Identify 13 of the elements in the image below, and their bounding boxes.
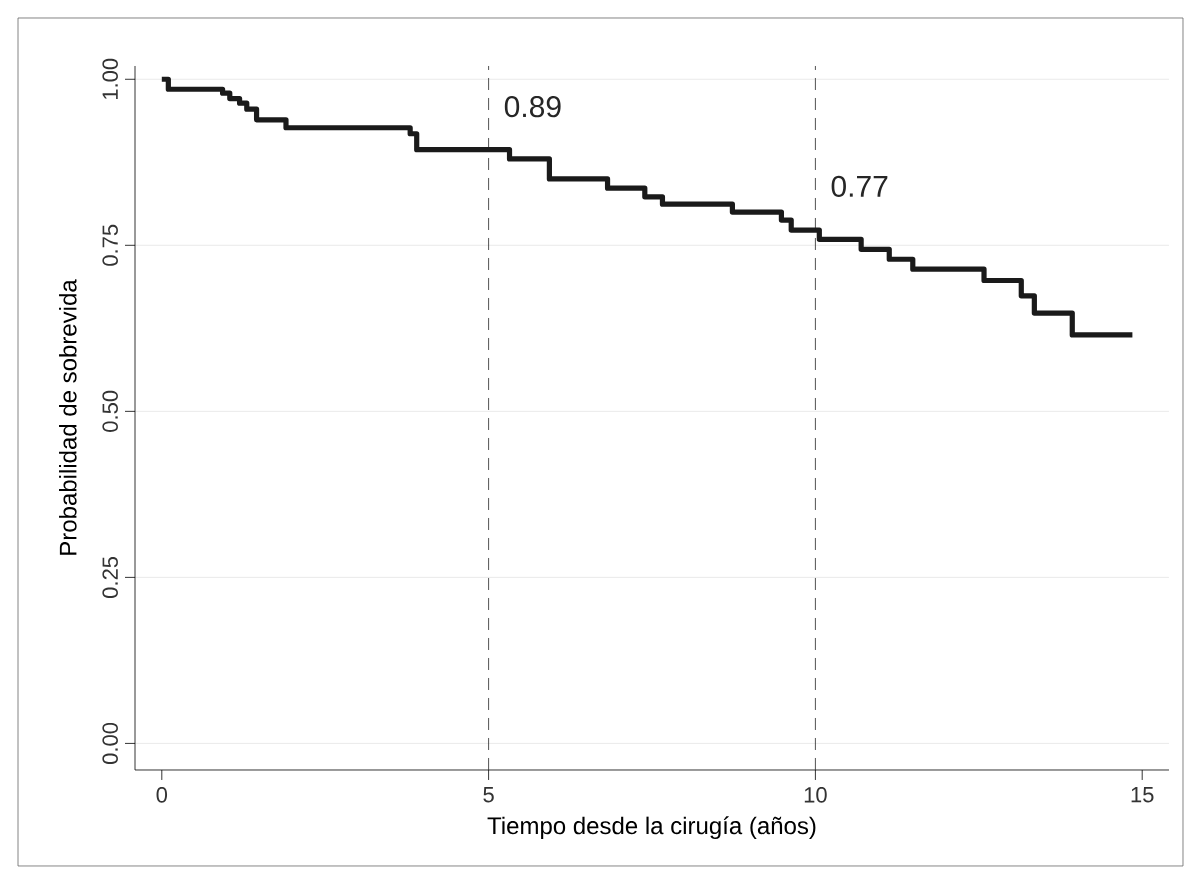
x-tick-label: 0 [156,787,168,803]
y-tick-label: 0.50 [102,390,118,432]
y-axis-title: Probabilidad de sobrevida [59,279,77,555]
y-tick-label: 1.00 [102,58,118,100]
x-tick-label: 10 [804,787,827,803]
x-tick-label: 5 [483,787,494,803]
y-tick-label: 0.75 [102,224,118,266]
annotation: 0.89 [504,96,561,118]
x-axis-title: Tiempo desde la cirugía (años) [487,816,816,840]
y-tick-label: 0.25 [102,556,118,598]
y-tick-label: 0.00 [102,722,118,764]
annotation: 0.77 [831,175,888,197]
x-tick-label: 15 [1131,787,1154,803]
